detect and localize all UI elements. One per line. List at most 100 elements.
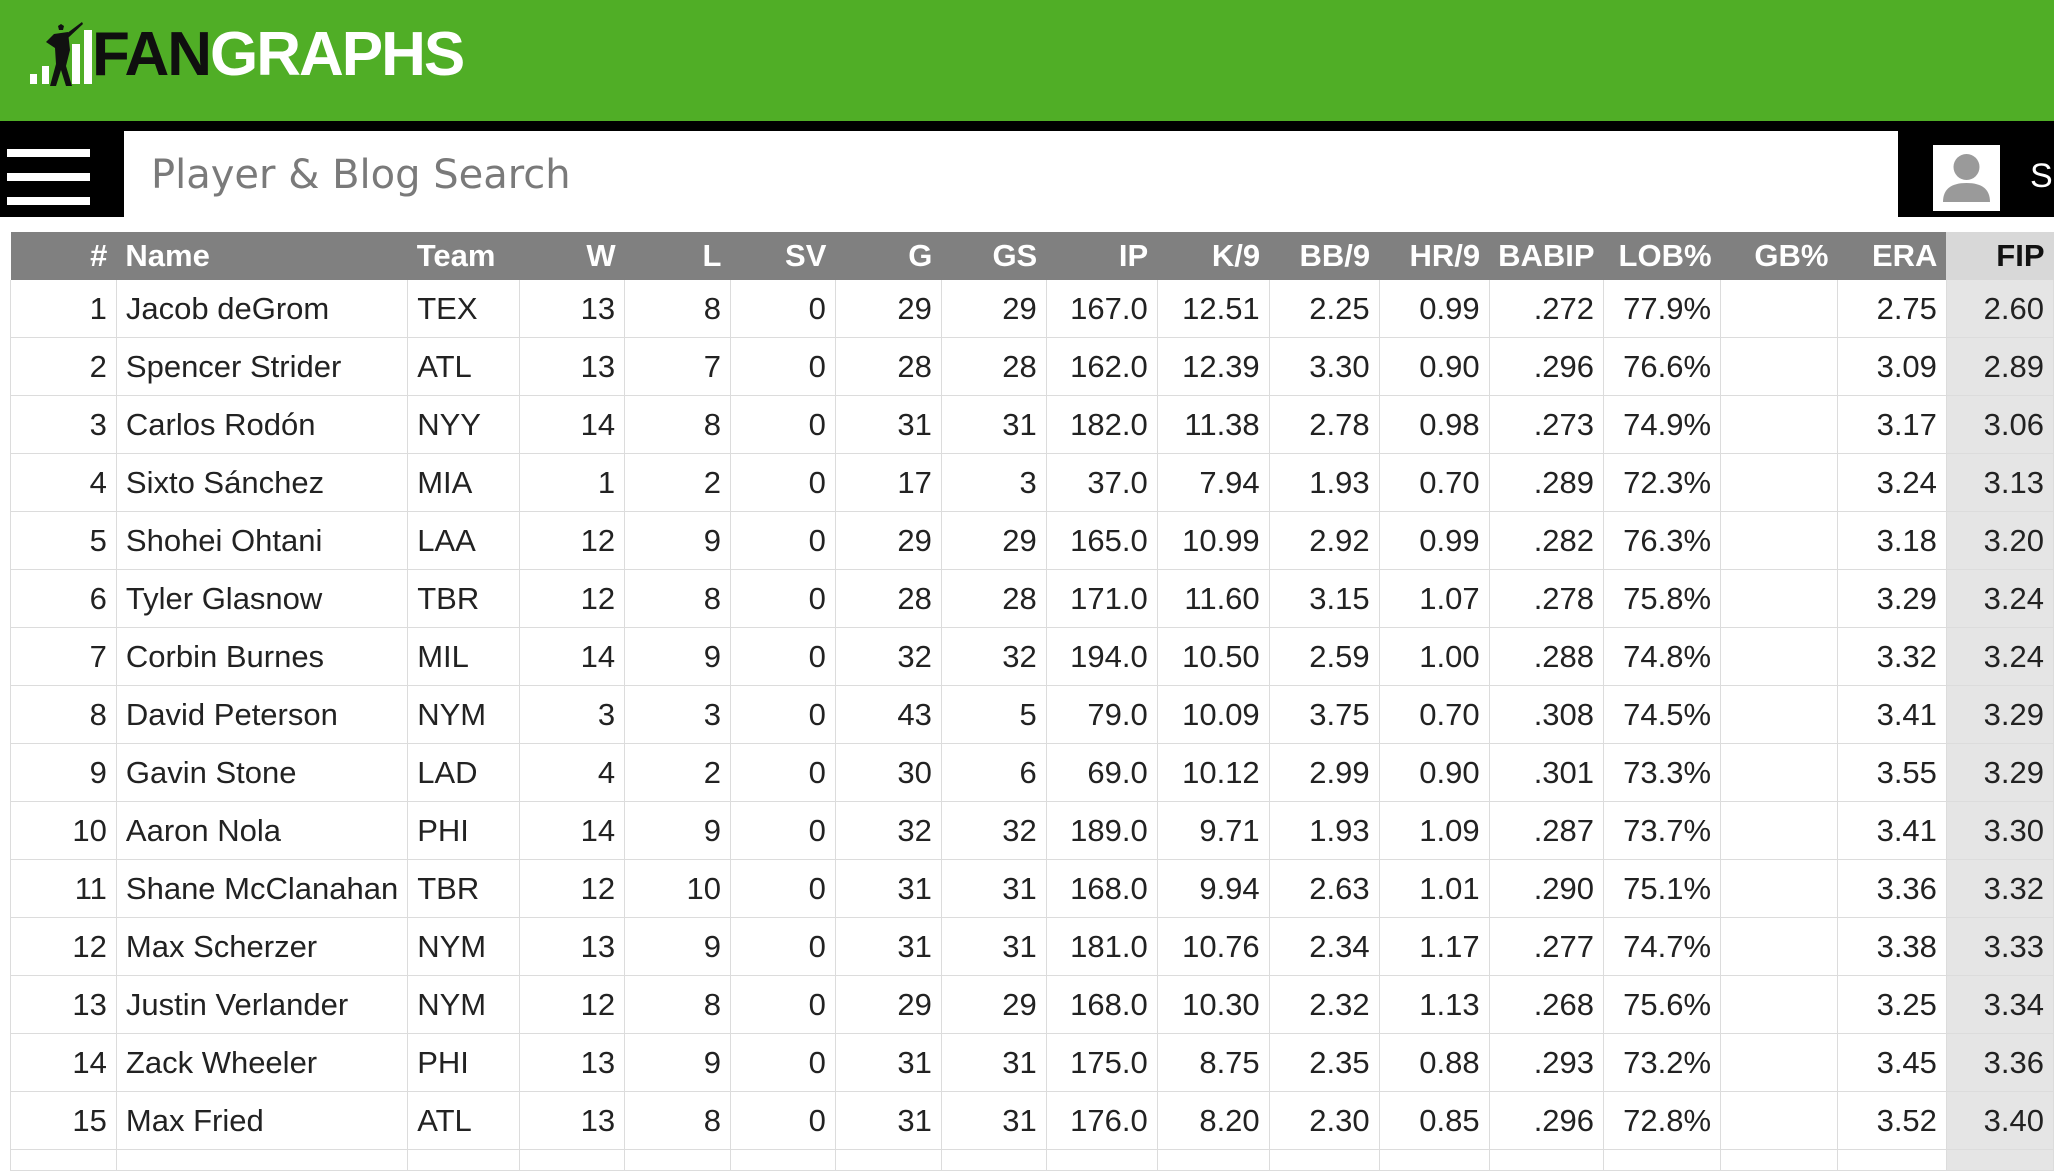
site-header: FANGRAPHS [0, 0, 2054, 121]
cell-k9: 9.71 [1157, 801, 1270, 860]
fangraphs-logo[interactable]: FANGRAPHS [28, 20, 465, 90]
cell-team[interactable]: LAA [407, 511, 521, 570]
cell-g: 32 [835, 801, 942, 860]
cell-hr9: 0.88 [1379, 1033, 1490, 1092]
cell-hr9: 1.09 [1379, 801, 1490, 860]
table-row: 11 Shane McClanahan TBR 12 10 0 31 31 168.0 9.94 2… [10, 859, 2054, 918]
cell-gb [1720, 975, 1838, 1034]
cell-team[interactable]: LAD [407, 743, 521, 802]
col-header-babip[interactable]: BABIP [1489, 232, 1604, 280]
player-name-link[interactable]: Tyler Glasnow [116, 569, 409, 628]
player-name-link[interactable]: David Peterson [116, 685, 409, 744]
cell-gb [1720, 685, 1838, 744]
cell-team[interactable]: NYY [407, 395, 521, 454]
player-name-link[interactable]: Max Fried [116, 1091, 409, 1150]
col-header-rank[interactable]: # [10, 232, 117, 280]
player-name-link[interactable]: Carlos Rodón [116, 395, 409, 454]
cell-babip: .290 [1489, 859, 1605, 918]
player-name-link[interactable]: Spencer Strider [116, 337, 409, 396]
player-name-link[interactable]: Jacob deGrom [116, 280, 409, 338]
cell-sv: 0 [730, 511, 836, 570]
cell-rank: 8 [10, 685, 117, 744]
cell-team[interactable]: MIL [407, 627, 521, 686]
cell-team[interactable]: TBR [407, 569, 521, 628]
cell-l: 8 [624, 1091, 731, 1150]
table-row: 2 Spencer Strider ATL 13 7 0 28 28 162.0 12.39 3.3… [10, 337, 2054, 396]
cell-l: 10 [624, 859, 731, 918]
col-header-g[interactable]: G [835, 232, 942, 280]
player-name-link[interactable]: Sixto Sánchez [116, 453, 409, 512]
cell-rank: 4 [10, 453, 117, 512]
cell-sv: 0 [730, 280, 836, 338]
col-header-hr9[interactable]: HR/9 [1379, 232, 1490, 280]
col-header-sv[interactable]: SV [730, 232, 836, 280]
empty-cell [624, 1149, 731, 1171]
cell-team[interactable]: MIA [407, 453, 521, 512]
search-input[interactable] [124, 131, 1898, 218]
cell-team[interactable]: ATL [407, 1091, 521, 1150]
logo-fan-text: FAN [92, 20, 212, 89]
col-header-gb[interactable]: GB% [1720, 232, 1838, 280]
col-header-bb9[interactable]: BB/9 [1269, 232, 1380, 280]
hamburger-menu-icon[interactable] [7, 149, 90, 205]
col-header-l[interactable]: L [624, 232, 731, 280]
cell-era: 3.29 [1837, 569, 1947, 628]
player-name-link[interactable]: Justin Verlander [116, 975, 409, 1034]
cell-gs: 5 [941, 685, 1047, 744]
cell-hr9: 0.70 [1379, 453, 1490, 512]
cell-team[interactable]: TBR [407, 859, 521, 918]
stats-table: # Name Team W L SV G GS IP K/9 BB/9 HR/9… [10, 232, 2054, 1171]
col-header-era[interactable]: ERA [1837, 232, 1947, 280]
empty-cell [941, 1149, 1047, 1171]
cell-sv: 0 [730, 395, 836, 454]
cell-ip: 194.0 [1046, 627, 1158, 686]
player-name-link[interactable]: Shane McClanahan [116, 859, 409, 918]
cell-era: 3.09 [1837, 337, 1947, 396]
cell-team[interactable]: ATL [407, 337, 521, 396]
cell-rank: 7 [10, 627, 117, 686]
cell-bb9: 2.32 [1269, 975, 1380, 1034]
truncated-nav-label[interactable]: S [2030, 157, 2053, 195]
col-header-lob[interactable]: LOB% [1603, 232, 1721, 280]
empty-cell [519, 1149, 626, 1171]
user-icon[interactable] [1933, 145, 2000, 211]
col-header-name[interactable]: Name [116, 232, 408, 280]
cell-rank: 3 [10, 395, 117, 454]
table-row: 4 Sixto Sánchez MIA 1 2 0 17 3 37.0 7.94 1.93 0.70.… [10, 453, 2054, 512]
cell-ip: 176.0 [1046, 1091, 1158, 1150]
cell-fip: 2.60 [1946, 280, 2054, 338]
empty-cell [10, 1149, 117, 1171]
cell-rank: 2 [10, 337, 117, 396]
cell-babip: .288 [1489, 627, 1605, 686]
cell-babip: .301 [1489, 743, 1605, 802]
cell-team[interactable]: TEX [407, 280, 521, 338]
cell-team[interactable]: NYM [407, 917, 521, 976]
player-name-link[interactable]: Max Scherzer [116, 917, 409, 976]
player-name-link[interactable]: Gavin Stone [116, 743, 409, 802]
player-name-link[interactable]: Zack Wheeler [116, 1033, 409, 1092]
cell-k9: 9.94 [1157, 859, 1270, 918]
player-name-link[interactable]: Corbin Burnes [116, 627, 409, 686]
cell-gb [1720, 280, 1838, 338]
col-header-ip[interactable]: IP [1046, 232, 1158, 280]
cell-w: 13 [519, 280, 626, 338]
cell-ip: 171.0 [1046, 569, 1158, 628]
cell-gb [1720, 511, 1838, 570]
col-header-k9[interactable]: K/9 [1157, 232, 1270, 280]
table-row: 15 Max Fried ATL 13 8 0 31 31 176.0 8.20 2.30 0.85.… [10, 1091, 2054, 1150]
cell-team[interactable]: PHI [407, 801, 521, 860]
player-name-link[interactable]: Shohei Ohtani [116, 511, 409, 570]
cell-fip: 2.89 [1946, 337, 2054, 396]
col-header-team[interactable]: Team [407, 232, 520, 280]
cell-team[interactable]: PHI [407, 1033, 521, 1092]
cell-hr9: 1.17 [1379, 917, 1490, 976]
cell-sv: 0 [730, 743, 836, 802]
col-header-gs[interactable]: GS [941, 232, 1047, 280]
cell-gs: 29 [941, 975, 1047, 1034]
cell-team[interactable]: NYM [407, 685, 521, 744]
col-header-w[interactable]: W [519, 232, 625, 280]
player-name-link[interactable]: Aaron Nola [116, 801, 409, 860]
cell-team[interactable]: NYM [407, 975, 521, 1034]
cell-hr9: 0.99 [1379, 511, 1490, 570]
col-header-fip[interactable]: FIP [1946, 232, 2054, 280]
